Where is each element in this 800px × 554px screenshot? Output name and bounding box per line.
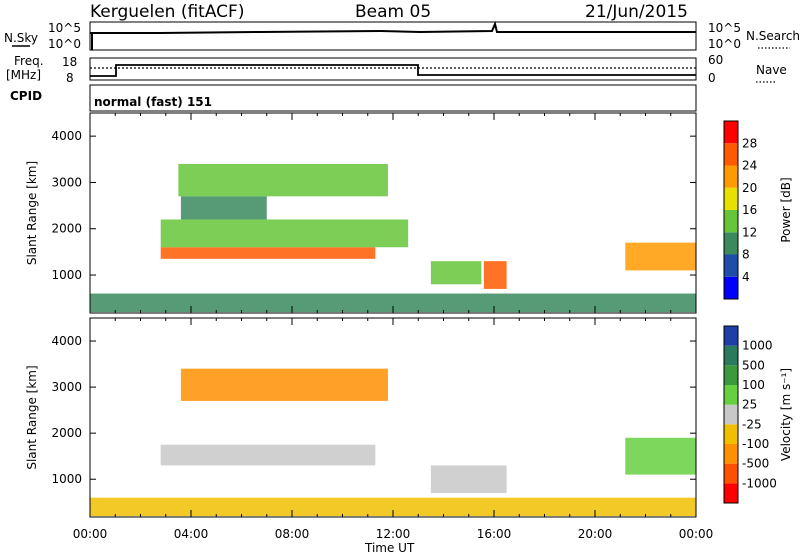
freq-label: Freq. — [14, 54, 44, 68]
cpid-panel-frame — [89, 84, 697, 112]
echo-region-power-0 — [160, 247, 376, 259]
freq-tick-bottom: 8 — [66, 71, 74, 85]
colorbar-cell — [724, 424, 738, 444]
colorbar-tick-label: -1000 — [742, 476, 777, 490]
colorbar-tick-label: -25 — [742, 417, 762, 431]
echo-region-velocity-1 — [180, 368, 388, 401]
freq-tick-top: 18 — [62, 55, 77, 69]
cpid-value: normal (fast) 151 — [94, 95, 212, 109]
colorbar-tick-label: 4 — [742, 270, 750, 284]
velocity-panel: 4000 3000 2000 1000 Slant Range [km] 1000 500 1… — [25, 317, 793, 518]
echo-region-velocity-0 — [160, 444, 376, 466]
y-axis-label: Slant Range [km] — [25, 365, 39, 469]
echo-region-power-4 — [430, 261, 482, 285]
echo-region-power-1 — [160, 219, 409, 248]
colorbar-tick-label: -100 — [742, 437, 769, 451]
colorbar-cell — [724, 463, 738, 484]
colorbar-tick-label: 24 — [742, 159, 757, 173]
freq-unit-label: [MHz] — [6, 68, 41, 82]
colorbar-cell — [724, 121, 738, 144]
echo-region-power-2 — [178, 163, 388, 197]
echo-region-velocity-4 — [90, 497, 696, 517]
echo-region-velocity-2 — [430, 465, 507, 494]
x-tick-label: 12:00 — [376, 527, 411, 541]
x-tick-label: 00:00 — [73, 527, 108, 541]
nsky-tick-bottom: 10^0 — [48, 37, 81, 51]
freq-panel-frame — [89, 57, 697, 81]
x-tick-label: 00:00 — [679, 527, 714, 541]
echo-region-power-7 — [90, 293, 696, 313]
colorbar-cell — [724, 210, 738, 233]
colorbar-label: Power [dB] — [779, 177, 793, 242]
station-title: Kerguelen (fitACF) — [90, 2, 244, 22]
y-tick-label: 1000 — [51, 472, 82, 486]
nsearch-tick-bottom: 10^0 — [708, 37, 741, 51]
colorbar-cell — [724, 404, 738, 425]
time-axis: 00:00 04:00 08:00 12:00 16:00 20:00 00:00 — [73, 527, 714, 541]
y-tick-label: 2000 — [51, 222, 82, 236]
colorbar-label: Velocity [m s⁻¹] — [779, 368, 793, 461]
echo-region-velocity-3 — [625, 437, 696, 475]
y-tick-label: 2000 — [51, 426, 82, 440]
nsky-tick-top: 10^5 — [48, 21, 81, 35]
colorbar-tick-label: 20 — [742, 181, 757, 195]
power-panel: 4000 3000 2000 1000 Slant Range [km] 28 24 20 16… — [25, 112, 793, 314]
colorbar-cell — [724, 365, 738, 385]
x-tick-label: 20:00 — [578, 527, 613, 541]
colorbar-tick-label: 8 — [742, 248, 750, 262]
colorbar-cell — [724, 345, 738, 366]
colorbar-cell — [724, 385, 738, 405]
freq-trace — [90, 64, 696, 77]
colorbar-tick-label: 28 — [742, 136, 757, 150]
nsearch-tick-top: 10^5 — [708, 21, 741, 35]
cpid-label: CPID — [10, 89, 42, 103]
colorbar-cell — [724, 483, 738, 503]
colorbar-tick-label: 12 — [742, 225, 757, 239]
x-tick-label: 08:00 — [275, 527, 310, 541]
echo-region-power-6 — [625, 242, 696, 271]
colorbar-cell — [724, 165, 738, 188]
colorbar-frame — [723, 120, 739, 300]
colorbar-tick-label: 1000 — [742, 339, 773, 353]
y-tick-label: 4000 — [51, 129, 82, 143]
nsky-panel-frame — [89, 21, 697, 51]
y-tick-label: 4000 — [51, 334, 82, 348]
y-tick-label: 1000 — [51, 268, 82, 282]
x-tick-label: 04:00 — [174, 527, 209, 541]
colorbar-frame — [723, 325, 739, 504]
velocity-frame — [89, 317, 697, 518]
colorbar-cell — [724, 326, 738, 346]
nsky-trace — [90, 20, 696, 34]
colorbar-cell — [724, 232, 738, 255]
colorbar-tick-label: 500 — [742, 358, 765, 372]
echo-region-power-3 — [180, 196, 267, 220]
colorbar-cell — [724, 254, 738, 277]
nave-tick-top: 60 — [708, 53, 723, 67]
x-tick-label: 16:00 — [477, 527, 512, 541]
nave-label: Nave — [756, 63, 787, 77]
beam-title: Beam 05 — [355, 2, 431, 22]
y-tick-label: 3000 — [51, 380, 82, 394]
y-tick-label: 3000 — [51, 175, 82, 189]
colorbar-tick-label: 25 — [742, 398, 757, 412]
colorbar-tick-label: -500 — [742, 457, 769, 471]
nave-tick-bottom: 0 — [708, 71, 716, 85]
echo-region-power-5 — [483, 261, 507, 289]
colorbar-cell — [724, 187, 738, 210]
nsky-label: N.Sky — [4, 31, 38, 45]
colorbar-tick-label: 100 — [742, 378, 765, 392]
time-axis-label: Time UT — [364, 541, 415, 554]
date-title: 21/Jun/2015 — [585, 2, 688, 22]
colorbar-tick-label: 16 — [742, 203, 757, 217]
colorbar-cell — [724, 143, 738, 166]
nsearch-label: N.Search — [746, 29, 800, 43]
colorbar-cell — [724, 276, 738, 299]
colorbar-cell — [724, 444, 738, 464]
y-axis-label: Slant Range [km] — [25, 161, 39, 265]
